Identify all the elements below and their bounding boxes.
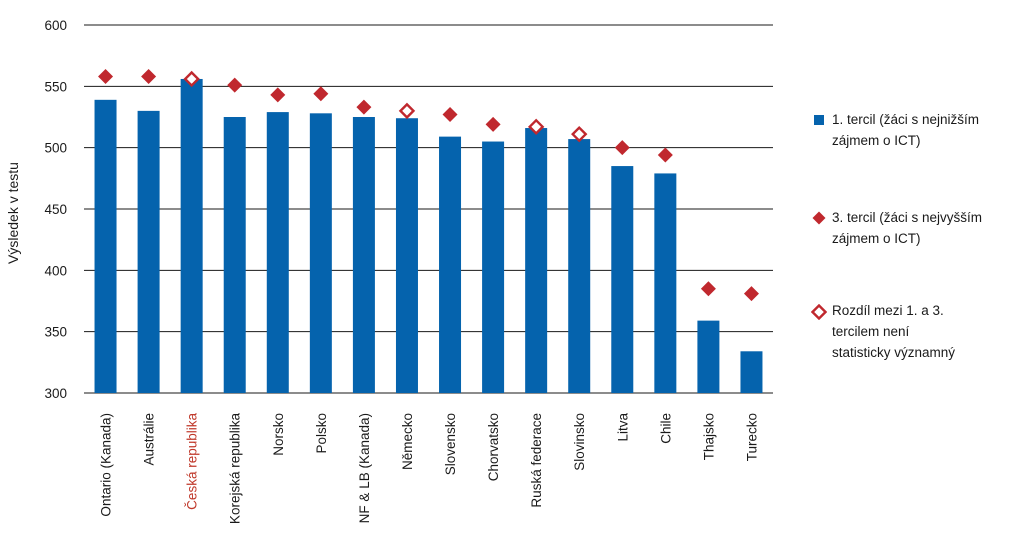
y-axis-label: Výsledek v testu [5, 162, 21, 264]
bar [482, 141, 505, 393]
bar [223, 117, 246, 393]
bar [137, 110, 160, 393]
legend-square-marker [814, 115, 824, 125]
marker-filled [356, 99, 372, 115]
marker-filled [270, 87, 286, 103]
bar [309, 113, 332, 393]
marker-filled [700, 281, 716, 297]
y-tick-label: 400 [44, 263, 67, 278]
bar-chart: 300 350 400 450 500 550 600 Ontario (Kanada) Au… [5, 18, 773, 525]
x-tick-label: Austrálie [142, 413, 157, 466]
marker-open [571, 125, 588, 143]
marker-filled [313, 86, 329, 102]
x-tick-label: Korejská republika [228, 413, 243, 525]
x-tick-label: Chile [658, 413, 673, 444]
x-axis-ticks: Ontario (Kanada) Austrálie Česká republika… [99, 413, 760, 525]
x-tick-label: Česká republika [185, 413, 200, 510]
marker-filled [227, 77, 243, 93]
bar [94, 99, 117, 394]
marker-open [183, 70, 200, 88]
marker-open [527, 118, 545, 136]
marker-filled [442, 107, 458, 123]
y-tick-label: 600 [44, 18, 67, 33]
x-tick-label: Polsko [314, 413, 329, 454]
marker-filled [614, 140, 630, 156]
bars [94, 78, 763, 394]
legend-label-line: 1. tercil (žáci s nejnižším [832, 112, 980, 127]
bar [654, 173, 677, 393]
marker-filled [141, 69, 157, 85]
bar [525, 128, 548, 394]
marker-filled [485, 116, 501, 132]
legend-diamond-open-marker [811, 304, 827, 320]
markers [98, 69, 759, 302]
x-tick-label: NF & LB (Kanada) [357, 413, 372, 523]
x-tick-label: Chorvatsko [486, 413, 501, 481]
legend-label-line: zájmem o ICT) [832, 231, 921, 246]
bar [740, 351, 763, 393]
bar [439, 136, 462, 394]
x-tick-label: Slovinsko [572, 413, 587, 471]
bar [568, 139, 591, 393]
legend-label-line: Rozdíl mezi 1. a 3. [832, 303, 944, 318]
marker-filled [98, 69, 114, 85]
bar [697, 320, 720, 393]
bar [180, 78, 203, 394]
y-tick-label: 350 [44, 325, 67, 340]
legend-label-line: tercilem není [832, 324, 910, 339]
x-tick-label: Slovensko [443, 413, 458, 475]
bar [395, 118, 418, 393]
legend-diamond-filled-marker [812, 211, 826, 225]
x-tick-label: Turecko [744, 413, 759, 461]
bar [611, 166, 634, 393]
x-tick-label: Ruská federace [529, 413, 544, 508]
y-tick-label: 300 [44, 386, 67, 401]
x-tick-label: Norsko [271, 413, 286, 456]
y-tick-label: 500 [44, 141, 67, 156]
x-tick-label: Litva [615, 413, 630, 442]
y-axis-ticks: 300 350 400 450 500 550 600 [44, 18, 67, 401]
y-tick-label: 550 [44, 79, 67, 94]
y-tick-label: 450 [44, 202, 67, 217]
marker-filled [743, 286, 759, 302]
legend-label-line: zájmem o ICT) [832, 133, 921, 148]
x-tick-label: Německo [400, 413, 415, 470]
legend-label-line: 3. tercil (žáci s nejvyšším [832, 210, 983, 225]
bar [266, 112, 289, 394]
marker-open [398, 102, 416, 120]
legend-label-line: statisticky významný [832, 345, 956, 360]
bar [352, 117, 375, 393]
marker-filled [657, 147, 673, 163]
x-tick-label: Ontario (Kanada) [99, 413, 114, 517]
x-tick-label: Thajsko [701, 413, 716, 460]
